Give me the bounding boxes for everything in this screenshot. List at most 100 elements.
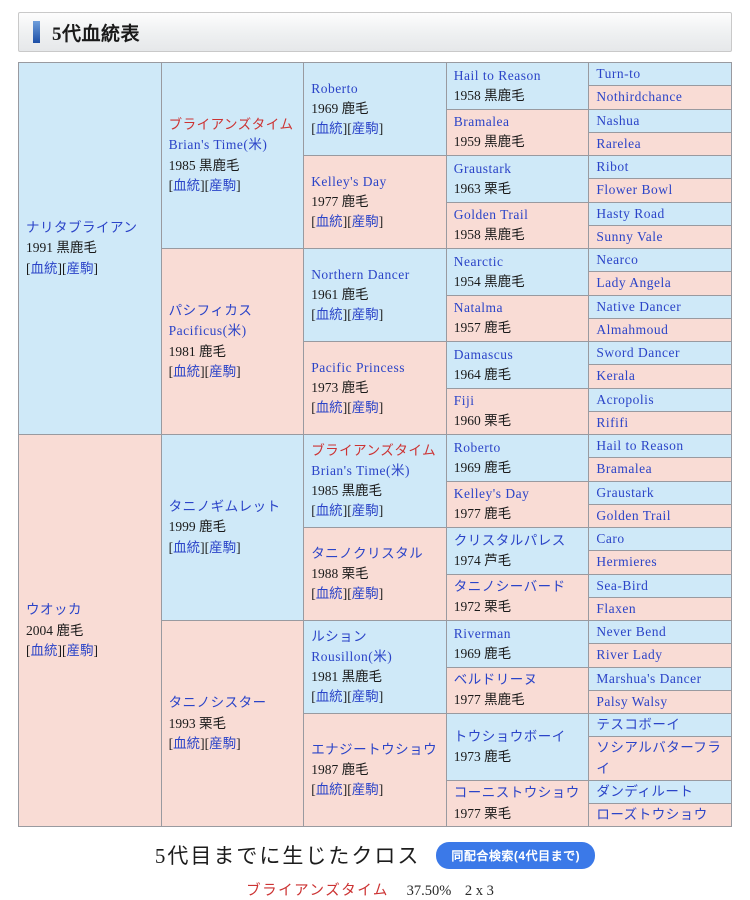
horse-name-link[interactable]: Almahmoud bbox=[596, 321, 669, 337]
horse-name-link[interactable]: Flower Bowl bbox=[596, 182, 673, 198]
pedigree-link[interactable]: 血統 bbox=[30, 642, 58, 658]
horse-name-link[interactable]: クリスタルパレス bbox=[453, 532, 566, 548]
horse-name-link[interactable]: Kelley's Day bbox=[311, 173, 387, 189]
horse-name-link[interactable]: エナジートウショウ bbox=[311, 741, 438, 757]
horse-name-link[interactable]: Brian's Time(米) bbox=[168, 137, 268, 153]
horse-name-link[interactable]: Flaxen bbox=[596, 600, 637, 616]
horse-name-link[interactable]: Rarelea bbox=[596, 135, 642, 151]
horse-name-link[interactable]: トウショウボーイ bbox=[453, 728, 566, 744]
horse-name-link[interactable]: Rousillon(米) bbox=[311, 648, 393, 664]
horse-name-link[interactable]: Ribot bbox=[596, 159, 629, 174]
offspring-link[interactable]: 産駒 bbox=[351, 214, 379, 230]
pedigree-link[interactable]: 血統 bbox=[315, 307, 343, 323]
horse-name-link[interactable]: Bramalea bbox=[453, 114, 510, 129]
offspring-link[interactable]: 産駒 bbox=[209, 539, 237, 555]
horse-name-link[interactable]: Hermieres bbox=[596, 554, 658, 570]
horse-name-link[interactable]: Brian's Time(米) bbox=[311, 462, 411, 478]
horse-name-link[interactable]: Nearco bbox=[596, 252, 639, 267]
horse-name-link[interactable]: Kerala bbox=[596, 368, 636, 384]
horse-name-link[interactable]: Riverman bbox=[453, 625, 512, 641]
horse-name-link[interactable]: パシフィカス bbox=[168, 303, 253, 318]
horse-name-link[interactable]: テスコボーイ bbox=[596, 717, 681, 732]
horse-name-link[interactable]: Pacific Princess bbox=[311, 359, 406, 375]
pedigree-link[interactable]: 血統 bbox=[30, 260, 58, 276]
pedigree-link[interactable]: 血統 bbox=[315, 782, 343, 798]
horse-name-link[interactable]: Natalma bbox=[453, 300, 504, 315]
horse-name-link[interactable]: コーニストウショウ bbox=[453, 785, 580, 801]
horse-name-link[interactable]: タニノシスター bbox=[168, 695, 267, 711]
offspring-link[interactable]: 産駒 bbox=[351, 307, 379, 323]
offspring-link[interactable]: 産駒 bbox=[66, 642, 94, 658]
pedigree-link[interactable]: 血統 bbox=[315, 689, 343, 705]
offspring-link[interactable]: 産駒 bbox=[351, 782, 379, 798]
same-mating-search-button[interactable]: 同配合検索(4代目まで) bbox=[436, 841, 596, 869]
horse-name-link[interactable]: Graustark bbox=[596, 484, 655, 500]
cross-percent: 37.50% bbox=[406, 883, 452, 900]
horse-name-link[interactable]: Sword Dancer bbox=[596, 345, 680, 360]
horse-name-link[interactable]: Sunny Vale bbox=[596, 228, 664, 244]
offspring-link[interactable]: 産駒 bbox=[351, 689, 379, 705]
horse-name-link[interactable]: Native Dancer bbox=[596, 298, 682, 314]
horse-name-link[interactable]: Bramalea bbox=[596, 461, 653, 477]
pedigree-link[interactable]: 血統 bbox=[315, 400, 343, 416]
horse-name-link[interactable]: ナリタブライアン bbox=[26, 220, 138, 236]
horse-name-link[interactable]: Graustark bbox=[453, 160, 512, 176]
pedigree-cell: Pacific Princess 1973 鹿毛 [血統][産駒] bbox=[303, 341, 447, 435]
horse-name-link[interactable]: Fiji bbox=[453, 393, 475, 408]
horse-name-link[interactable]: Lady Angela bbox=[596, 275, 672, 291]
horse-name-link[interactable]: ベルドリーヌ bbox=[453, 672, 538, 687]
offspring-link[interactable]: 産駒 bbox=[209, 363, 237, 379]
horse-name-link[interactable]: Palsy Walsy bbox=[596, 693, 668, 709]
horse-name-link[interactable]: ローズトウショウ bbox=[596, 807, 708, 822]
horse-name-link[interactable]: ルション bbox=[311, 628, 368, 644]
horse-name-link[interactable]: Turn-to bbox=[596, 66, 641, 81]
horse-name-link[interactable]: Rififi bbox=[596, 414, 629, 430]
offspring-link[interactable]: 産駒 bbox=[351, 121, 379, 137]
pedigree-link[interactable]: 血統 bbox=[173, 363, 201, 379]
horse-name-link[interactable]: Caro bbox=[596, 531, 625, 546]
offspring-link[interactable]: 産駒 bbox=[66, 260, 94, 276]
pedigree-link[interactable]: 血統 bbox=[173, 177, 201, 193]
horse-name-link[interactable]: Hail to Reason bbox=[596, 438, 684, 453]
horse-year-coat: 1985 黒鹿毛 bbox=[168, 157, 240, 173]
pedigree-link[interactable]: 血統 bbox=[315, 121, 343, 137]
horse-name-link[interactable]: Northern Dancer bbox=[311, 266, 410, 282]
pedigree-link[interactable]: 血統 bbox=[315, 503, 343, 519]
horse-name-link[interactable]: Never Bend bbox=[596, 624, 667, 639]
horse-name-link[interactable]: Nashua bbox=[596, 112, 640, 128]
horse-name-link[interactable]: Roberto bbox=[311, 80, 359, 96]
pedigree-link[interactable]: 血統 bbox=[173, 735, 201, 751]
horse-name-link[interactable]: Nothirdchance bbox=[596, 89, 683, 105]
horse-name-link[interactable]: Damascus bbox=[453, 346, 514, 362]
horse-name-link[interactable]: Acropolis bbox=[596, 391, 655, 407]
offspring-link[interactable]: 産駒 bbox=[351, 503, 379, 519]
horse-name-link[interactable]: ソシアルバターフライ bbox=[596, 740, 722, 776]
pedigree-cell: Rififi bbox=[588, 410, 732, 436]
horse-name-link[interactable]: Nearctic bbox=[453, 253, 504, 269]
pedigree-cell: ローズトウショウ bbox=[588, 802, 732, 828]
pedigree-link[interactable]: 血統 bbox=[315, 586, 343, 602]
horse-name-link[interactable]: Pacificus(米) bbox=[168, 323, 247, 339]
horse-name-link[interactable]: Hasty Road bbox=[596, 205, 665, 221]
horse-name-link[interactable]: タニノクリスタル bbox=[311, 545, 424, 561]
horse-name-link[interactable]: Roberto bbox=[453, 439, 501, 455]
horse-name-link[interactable]: River Lady bbox=[596, 647, 663, 663]
horse-name-link[interactable]: Golden Trail bbox=[596, 507, 672, 523]
horse-name-link[interactable]: Sea-Bird bbox=[596, 577, 649, 593]
offspring-link[interactable]: 産駒 bbox=[351, 586, 379, 602]
horse-name-link[interactable]: Hail to Reason bbox=[453, 67, 542, 83]
horse-name-link[interactable]: Marshua's Dancer bbox=[596, 670, 702, 686]
pedigree-link[interactable]: 血統 bbox=[173, 539, 201, 555]
horse-name-link[interactable]: ウオッカ bbox=[26, 602, 82, 618]
offspring-link[interactable]: 産駒 bbox=[351, 400, 379, 416]
offspring-link[interactable]: 産駒 bbox=[209, 177, 237, 193]
horse-name-link[interactable]: Kelley's Day bbox=[453, 486, 530, 501]
horse-name-link[interactable]: タニノシーバード bbox=[453, 579, 566, 594]
horse-name-link[interactable]: ダンディルート bbox=[596, 783, 694, 799]
pedigree-cell: タニノシスター 1993 栗毛 [血統][産駒] bbox=[160, 619, 305, 828]
offspring-link[interactable]: 産駒 bbox=[209, 735, 237, 751]
pedigree-cell: Kerala bbox=[588, 364, 732, 389]
pedigree-link[interactable]: 血統 bbox=[315, 214, 343, 230]
horse-name-link[interactable]: Golden Trail bbox=[453, 207, 529, 222]
horse-name-link[interactable]: タニノギムレット bbox=[168, 499, 281, 515]
